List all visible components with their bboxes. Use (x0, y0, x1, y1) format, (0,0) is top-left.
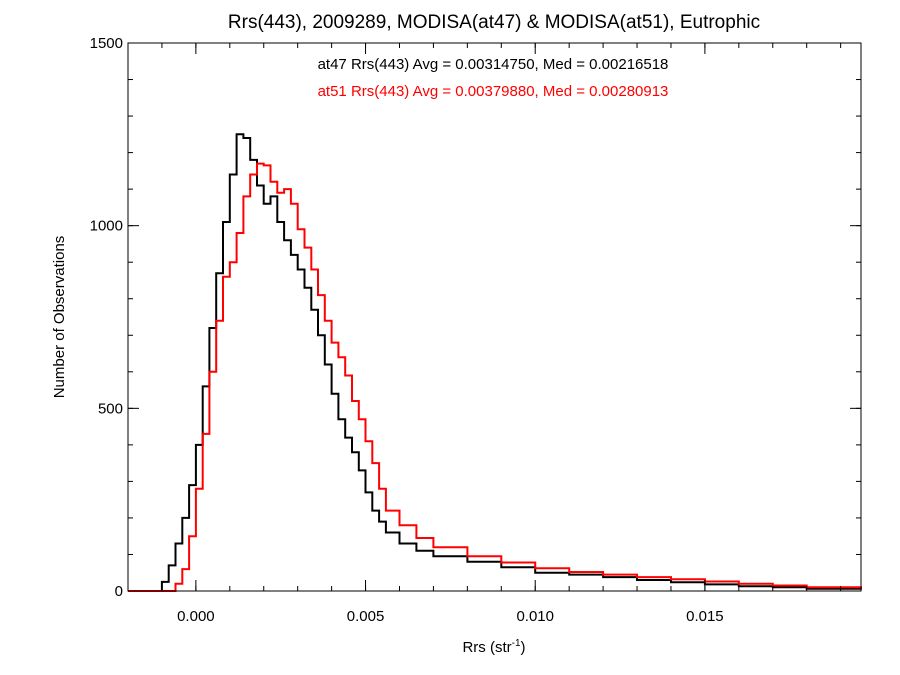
x-axis-label-end: ) (521, 639, 526, 656)
series-at51-line (128, 162, 862, 592)
series-at47-line (128, 133, 862, 592)
x-axis-label: Rrs (str-1) (462, 638, 525, 656)
x-tick-label: 0.000 (177, 608, 215, 625)
chart-title: Rrs(443), 2009289, MODISA(at47) & MODISA… (228, 12, 760, 33)
y-axis-label: Number of Observations (51, 236, 68, 399)
series-layer (128, 133, 862, 592)
annotation-at51: at51 Rrs(443) Avg = 0.00379880, Med = 0.… (318, 83, 669, 100)
tick-layer: 0.000 0.005 0.010 0.015 0 500 1000 1500 (90, 35, 861, 625)
x-tick-label: 0.015 (686, 608, 724, 625)
x-tick-label: 0.010 (516, 608, 554, 625)
x-tick-label: 0.005 (347, 608, 385, 625)
plot-frame (127, 42, 862, 592)
x-axis-label-main: Rrs (str (462, 639, 511, 656)
annotation-at47: at47 Rrs(443) Avg = 0.00314750, Med = 0.… (318, 56, 669, 73)
y-tick-label: 1000 (90, 218, 123, 235)
y-tick-label: 500 (98, 400, 123, 417)
y-tick-label: 1500 (90, 35, 123, 52)
y-tick-label: 0 (115, 583, 123, 600)
x-axis-label-sup: -1 (512, 638, 521, 649)
